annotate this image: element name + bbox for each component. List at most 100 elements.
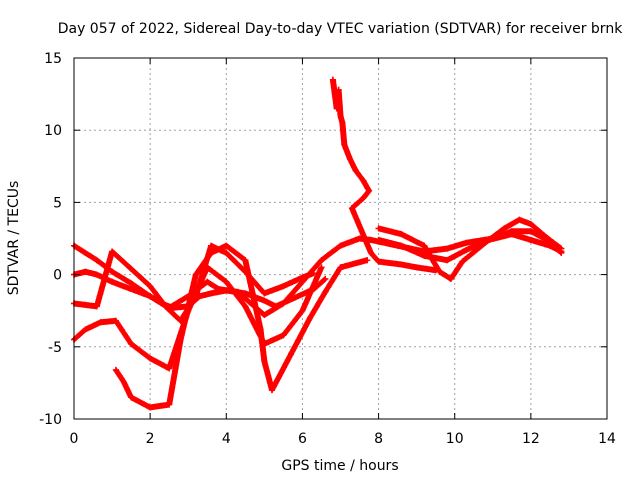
data-point — [93, 271, 100, 278]
data-point — [97, 319, 104, 326]
data-point — [459, 258, 466, 265]
ticks — [73, 57, 608, 420]
data-point — [527, 228, 534, 235]
data-point — [398, 231, 405, 238]
data-point — [367, 249, 374, 256]
data-point — [177, 336, 184, 343]
data-point — [318, 257, 325, 264]
data-point — [128, 286, 135, 293]
series-track-7 — [375, 216, 565, 282]
y-tick-label: 0 — [53, 268, 62, 284]
data-point — [109, 248, 116, 255]
y-tick-label: -10 — [39, 412, 62, 428]
x-tick-label: 4 — [222, 431, 231, 447]
data-point — [347, 156, 354, 163]
data-point — [147, 293, 154, 300]
data-point — [337, 112, 344, 119]
data-point — [261, 290, 268, 297]
data-point — [375, 236, 382, 243]
data-point — [242, 257, 249, 264]
data-point — [280, 332, 287, 339]
data-point — [341, 141, 348, 148]
data-point — [208, 242, 215, 249]
data-point — [204, 278, 211, 285]
data-point — [516, 216, 523, 223]
data-point — [169, 304, 176, 311]
data-point — [208, 290, 215, 297]
x-tick-label: 2 — [146, 431, 155, 447]
series-track-6 — [329, 76, 439, 274]
data-point — [223, 278, 230, 285]
data-point — [527, 236, 534, 243]
data-point — [192, 293, 199, 300]
data-point — [82, 268, 89, 275]
data-point — [93, 303, 100, 310]
series-track-5 — [112, 242, 371, 411]
data-point — [413, 264, 420, 271]
data-point — [288, 351, 295, 358]
data-point — [543, 234, 550, 241]
data-point — [257, 326, 264, 333]
series-track-8 — [375, 231, 565, 264]
data-point — [337, 242, 344, 249]
data-point — [112, 366, 119, 373]
data-point — [272, 303, 279, 310]
data-point — [364, 257, 371, 264]
data-point — [147, 283, 154, 290]
data-point — [280, 283, 287, 290]
data-point — [109, 278, 116, 285]
data-point — [339, 119, 346, 126]
data-point — [331, 91, 338, 98]
data-point — [322, 288, 329, 295]
data-point — [360, 177, 367, 184]
data-point — [112, 317, 119, 324]
data-point — [436, 268, 443, 275]
data-point — [261, 358, 268, 365]
x-tick-label: 14 — [598, 431, 616, 447]
data-point — [242, 303, 249, 310]
chart-title: Day 057 of 2022, Sidereal Day-to-day VTE… — [58, 21, 623, 37]
data-point — [375, 258, 382, 265]
data-point — [147, 355, 154, 362]
data-point — [82, 326, 89, 333]
data-point — [463, 247, 470, 254]
data-point — [261, 312, 268, 319]
data-point — [166, 365, 173, 372]
x-tick-label: 0 — [70, 431, 79, 447]
data-point — [463, 239, 470, 246]
data-point — [128, 280, 135, 287]
data-point — [318, 264, 325, 271]
data-point — [242, 290, 249, 297]
data-point — [337, 264, 344, 271]
data-point — [192, 271, 199, 278]
data-point — [333, 105, 340, 112]
data-point — [335, 86, 342, 93]
data-point — [447, 275, 454, 282]
data-point — [546, 242, 553, 249]
data-point — [352, 167, 359, 174]
data-point — [261, 297, 268, 304]
data-point — [421, 252, 428, 259]
data-point — [329, 76, 336, 83]
data-point — [291, 294, 298, 301]
x-tick-label: 8 — [374, 431, 383, 447]
y-tick-label: 15 — [44, 51, 62, 67]
data-point — [128, 265, 135, 272]
x-axis-label: GPS time / hours — [281, 458, 398, 474]
data-point — [356, 235, 363, 242]
data-point — [398, 242, 405, 249]
data-point — [109, 268, 116, 275]
data-point — [93, 257, 100, 264]
y-axis-label: SDTVAR / TECUs — [6, 181, 22, 296]
data-point — [485, 236, 492, 243]
data-point — [501, 225, 508, 232]
data-point — [444, 245, 451, 252]
data-point — [310, 270, 317, 277]
data-point — [128, 394, 135, 401]
data-point — [366, 187, 373, 194]
data-point — [299, 307, 306, 314]
data-point — [82, 301, 89, 308]
data-point — [82, 249, 89, 256]
data-point — [444, 257, 451, 264]
